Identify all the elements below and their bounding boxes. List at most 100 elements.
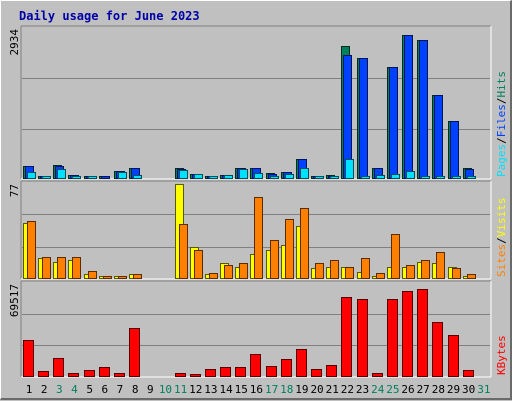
- bar-kbytes-29: [448, 335, 459, 377]
- x-tick-label: 7: [117, 383, 124, 396]
- bar-kbytes-27: [417, 289, 428, 377]
- bar-pages-8: [133, 175, 142, 179]
- bar-pages-3: [57, 169, 66, 179]
- bar-sites-17: [270, 240, 279, 279]
- legend-entry: /: [495, 237, 508, 244]
- bar-sites-21: [330, 260, 339, 279]
- x-tick-label: 24: [371, 383, 385, 396]
- legend-entry: Hits: [495, 71, 508, 98]
- bar-pages-21: [330, 176, 339, 179]
- bar-sites-16: [254, 197, 263, 279]
- bar-pages-22: [345, 159, 354, 179]
- bar-kbytes-18: [281, 359, 292, 377]
- bar-pages-27: [421, 176, 430, 179]
- bar-pages-13: [209, 176, 218, 179]
- bar-pages-16: [254, 173, 263, 179]
- bar-files-23: [359, 58, 368, 179]
- x-tick-label: 29: [447, 383, 460, 396]
- bar-files-28: [434, 95, 443, 179]
- legend: Sites/Visits: [495, 198, 508, 278]
- bar-pages-20: [315, 176, 324, 179]
- x-tick-label: 19: [295, 383, 308, 396]
- x-tick-label: 11: [174, 383, 187, 396]
- bar-sites-7: [118, 276, 127, 279]
- bar-sites-15: [239, 263, 248, 279]
- legend-entry: Sites: [495, 244, 508, 277]
- bar-kbytes-16: [250, 354, 261, 377]
- bar-sites-23: [361, 258, 370, 279]
- bar-sites-13: [209, 273, 218, 279]
- bar-sites-20: [315, 263, 324, 279]
- bar-pages-18: [285, 174, 294, 179]
- bar-sites-30: [467, 274, 476, 279]
- bar-sites-18: [285, 219, 294, 279]
- bar-pages-17: [270, 176, 279, 179]
- x-tick-label: 25: [386, 383, 399, 396]
- bar-pages-29: [452, 176, 461, 179]
- bar-pages-12: [194, 174, 203, 179]
- x-tick-label: 14: [219, 383, 233, 396]
- bar-kbytes-2: [38, 371, 49, 377]
- x-tick-label: 10: [159, 383, 172, 396]
- bar-kbytes-5: [84, 370, 95, 377]
- bar-sites-27: [421, 260, 430, 279]
- bar-kbytes-8: [129, 328, 140, 377]
- bar-kbytes-23: [357, 299, 368, 377]
- x-tick-label: 18: [280, 383, 293, 396]
- bar-sites-24: [376, 273, 385, 279]
- x-tick-label: 20: [310, 383, 323, 396]
- bar-kbytes-1: [23, 340, 34, 377]
- x-tick-label: 27: [417, 383, 430, 396]
- bar-pages-23: [361, 176, 370, 179]
- x-tick-label: 21: [326, 383, 339, 396]
- bar-sites-26: [406, 265, 415, 279]
- bar-sites-8: [133, 274, 142, 279]
- bar-files-6: [101, 176, 110, 179]
- bar-pages-26: [406, 171, 415, 179]
- bar-sites-25: [391, 234, 400, 279]
- chart-title: Daily usage for June 2023: [19, 9, 200, 23]
- x-tick-label: 16: [250, 383, 263, 396]
- legend-entry: /: [495, 98, 508, 105]
- x-tick-label: 28: [432, 383, 445, 396]
- x-tick-label: 5: [86, 383, 93, 396]
- bar-sites-1: [27, 221, 36, 279]
- bar-pages-19: [300, 168, 309, 179]
- bar-pages-5: [88, 176, 97, 179]
- bar-kbytes-6: [99, 367, 110, 377]
- x-tick-label: 1: [26, 383, 33, 396]
- bar-files-25: [389, 67, 398, 179]
- bar-files-27: [419, 40, 428, 179]
- x-tick-label: 17: [265, 383, 278, 396]
- bar-pages-14: [224, 175, 233, 179]
- x-tick-label: 9: [147, 383, 154, 396]
- bar-sites-11: [179, 224, 188, 279]
- bar-pages-4: [72, 176, 81, 179]
- x-tick-label: 31: [477, 383, 490, 396]
- x-tick-label: 6: [101, 383, 108, 396]
- bar-kbytes-7: [114, 373, 125, 377]
- bar-kbytes-13: [205, 369, 216, 377]
- bar-pages-11: [179, 170, 188, 179]
- bar-kbytes-15: [235, 367, 246, 377]
- bar-sites-29: [452, 268, 461, 279]
- bar-pages-30: [467, 176, 476, 179]
- bar-sites-28: [436, 252, 445, 279]
- x-tick-label: 13: [204, 383, 217, 396]
- bar-files-29: [450, 121, 459, 179]
- bar-kbytes-11: [175, 373, 186, 377]
- bar-sites-12: [194, 250, 203, 279]
- bar-kbytes-4: [68, 373, 79, 377]
- bar-sites-14: [224, 265, 233, 279]
- y-max-label: 2934: [8, 29, 21, 56]
- x-tick-label: 30: [462, 383, 475, 396]
- bar-kbytes-12: [190, 374, 201, 377]
- bar-kbytes-14: [220, 367, 231, 377]
- bar-sites-2: [42, 257, 51, 279]
- bar-sites-4: [72, 257, 81, 279]
- legend-entry: Files: [495, 104, 508, 137]
- bar-pages-28: [436, 176, 445, 179]
- bar-kbytes-20: [311, 369, 322, 377]
